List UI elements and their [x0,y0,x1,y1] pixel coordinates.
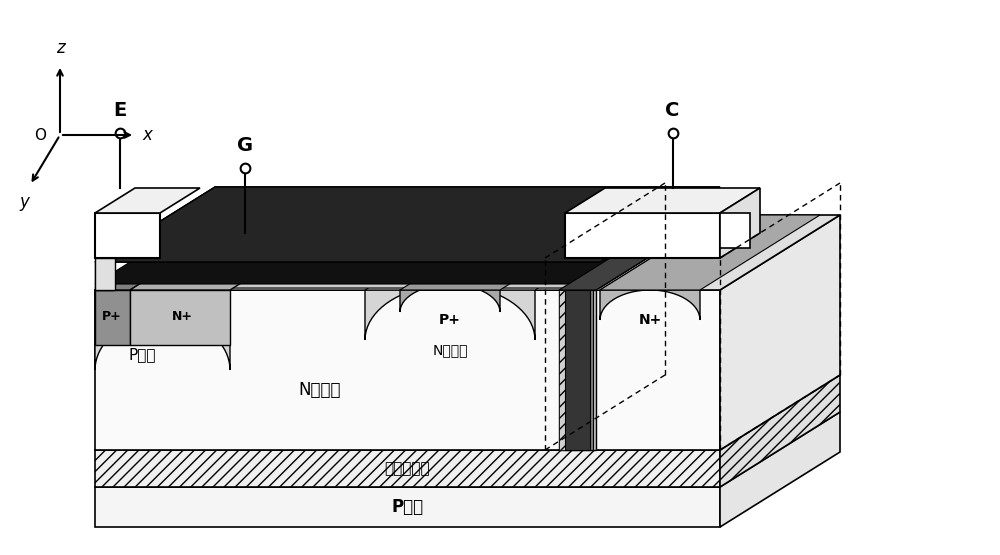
Text: N+: N+ [172,310,192,324]
Polygon shape [95,215,350,290]
Polygon shape [720,215,840,450]
Text: N缓冲区: N缓冲区 [432,343,468,357]
Polygon shape [95,215,720,290]
Polygon shape [562,290,593,450]
Polygon shape [95,290,230,370]
Polygon shape [365,285,535,340]
Polygon shape [95,215,720,290]
Polygon shape [95,375,840,450]
Polygon shape [95,213,160,258]
Polygon shape [130,215,350,290]
Polygon shape [720,188,760,258]
Text: N漂移区: N漂移区 [299,381,341,399]
Polygon shape [565,213,720,258]
Polygon shape [720,213,750,248]
Text: x: x [142,126,152,144]
Text: y: y [19,193,29,211]
Polygon shape [95,215,720,290]
Polygon shape [95,290,720,450]
Polygon shape [365,215,655,290]
Polygon shape [95,215,250,290]
Polygon shape [559,290,569,450]
Polygon shape [95,209,720,284]
Polygon shape [95,188,200,213]
Polygon shape [95,487,720,527]
Text: P阱区: P阱区 [128,347,156,362]
Polygon shape [95,412,840,487]
Text: C: C [665,101,680,120]
Text: P衬底: P衬底 [391,498,424,516]
Text: P+: P+ [439,313,461,327]
Text: E: E [113,101,127,120]
Polygon shape [95,258,115,290]
Text: G: G [237,136,253,155]
Polygon shape [565,290,590,450]
Polygon shape [400,285,500,312]
Text: N+: N+ [638,313,662,327]
Polygon shape [400,215,620,290]
Polygon shape [95,187,720,262]
Polygon shape [559,215,716,290]
Polygon shape [720,375,840,487]
Polygon shape [95,215,840,290]
Polygon shape [95,187,720,262]
Text: 绝缘介质层: 绝缘介质层 [385,461,430,476]
Polygon shape [720,412,840,527]
Polygon shape [600,215,820,290]
Polygon shape [95,187,720,262]
Text: O: O [34,128,46,143]
Polygon shape [130,290,230,345]
Polygon shape [565,188,760,213]
Polygon shape [95,290,130,345]
Polygon shape [95,450,720,487]
Text: P+: P+ [102,310,122,324]
Polygon shape [95,213,720,288]
Polygon shape [95,262,113,290]
Polygon shape [600,290,700,320]
Polygon shape [559,290,596,450]
Text: z: z [56,39,64,57]
